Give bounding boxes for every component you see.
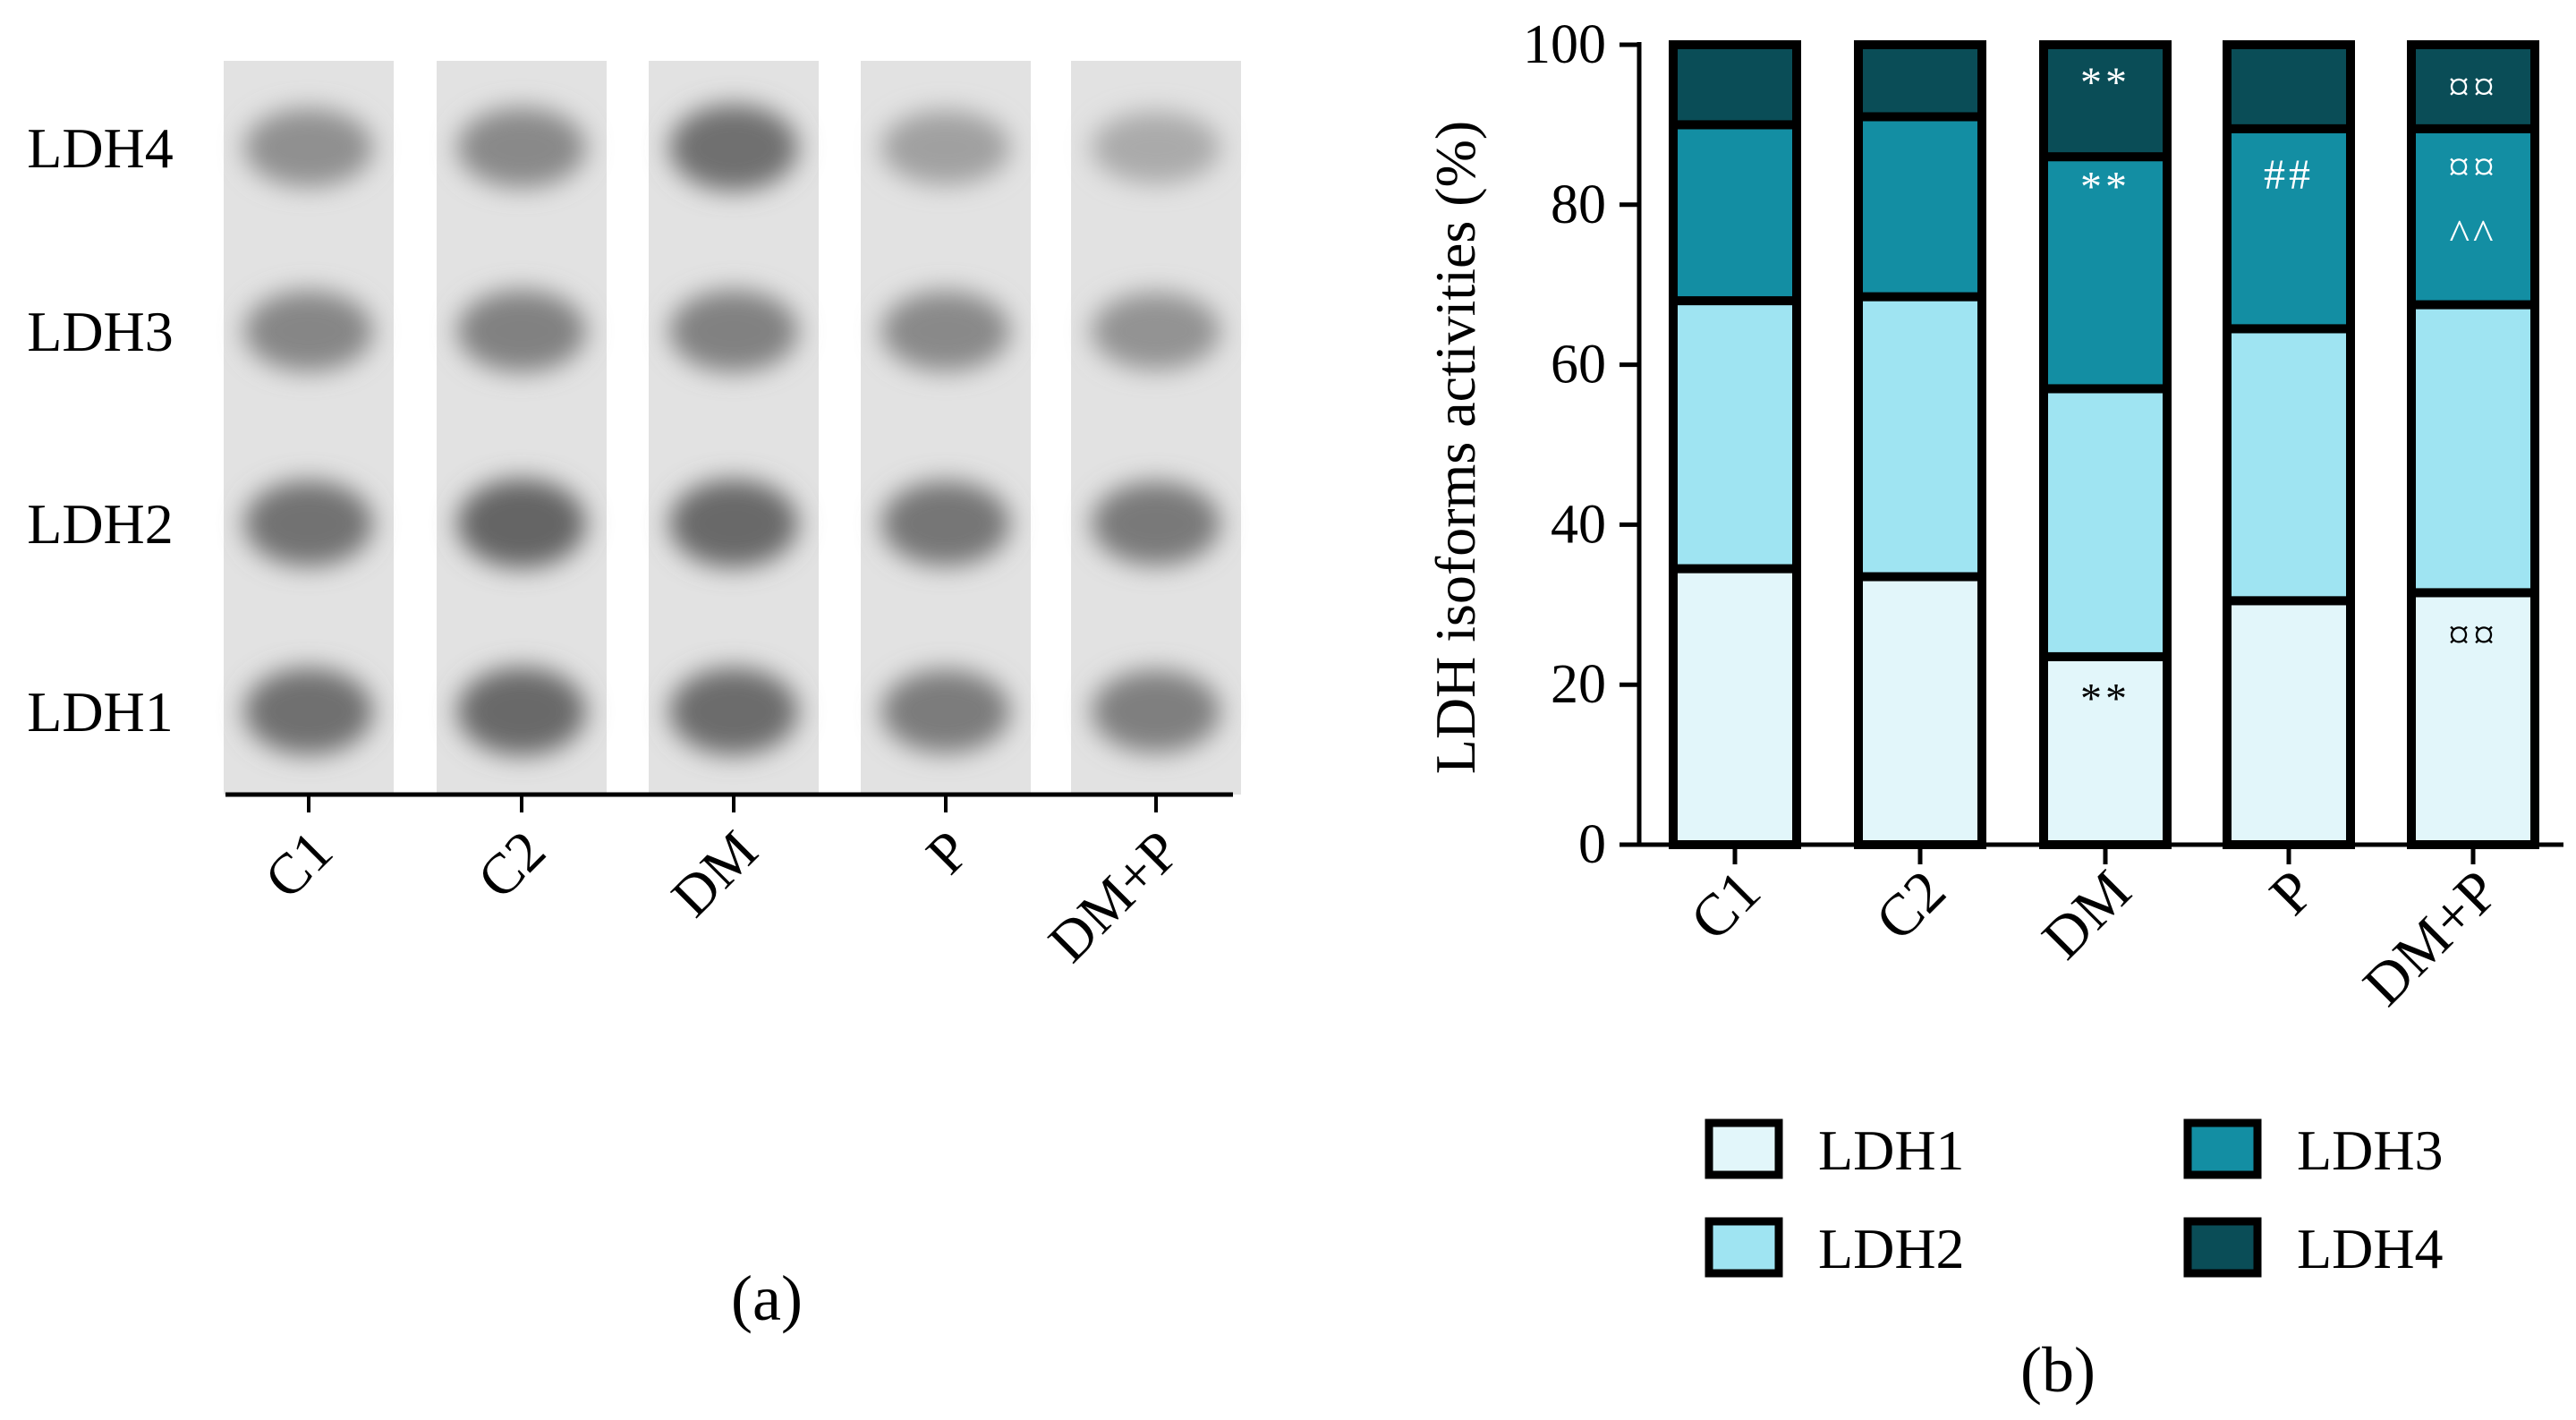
stacked-bar-chart: LDH isoforms activities (%) 0 20 40 60 80 100… xyxy=(1424,14,2563,1406)
bar-segment-ldh3 xyxy=(1669,120,1801,306)
gel-band xyxy=(1092,292,1220,370)
bar-segment-ldh2 xyxy=(2223,324,2355,606)
gel-band xyxy=(457,290,586,372)
y-tick-label: 100 xyxy=(1523,14,1606,75)
bar-stack xyxy=(1854,40,1986,849)
bar-stack xyxy=(1669,40,1801,849)
y-tick-label: 80 xyxy=(1551,174,1606,235)
y-tick-label: 20 xyxy=(1551,654,1606,715)
gel-band xyxy=(244,480,373,567)
band-label: LDH4 xyxy=(27,116,174,180)
legend: LDH1 LDH2 LDH3 LDH4 xyxy=(1705,1118,2444,1280)
gel-band xyxy=(669,104,798,191)
gel-band xyxy=(669,290,798,372)
band-labels: LDH4 LDH3 LDH2 LDH1 xyxy=(27,116,174,744)
legend-swatch xyxy=(2183,1118,2262,1179)
bar-segment-ldh2 xyxy=(2407,300,2539,598)
bar-segment-ldh4 xyxy=(2039,40,2172,162)
y-axis-label: LDH isoforms activities (%) xyxy=(1424,121,1487,775)
bars xyxy=(1669,40,2539,850)
bar-segment-ldh4 xyxy=(1669,40,1801,130)
significance-mark: ¤¤ xyxy=(2448,143,2498,191)
bar-segment-ldh3 xyxy=(1854,112,1986,302)
significance-mark: ^^ xyxy=(2449,211,2496,259)
gel-band xyxy=(457,479,586,568)
significance-mark: ¤¤ xyxy=(2448,64,2498,111)
gel-band xyxy=(881,669,1010,753)
bar-segment-ldh4 xyxy=(2223,40,2355,133)
panel-b-caption: (b) xyxy=(2020,1334,2096,1406)
legend-swatch xyxy=(1705,1118,1783,1179)
gel-band xyxy=(881,291,1010,371)
lane-label: DM+P xyxy=(1036,819,1192,974)
band-label: LDH2 xyxy=(27,492,174,556)
significance-mark: ** xyxy=(2080,163,2130,210)
lane-labels: C1 C2 DM P DM+P xyxy=(252,819,1192,974)
bar-segment-ldh2 xyxy=(1669,296,1801,574)
gel-band xyxy=(457,107,586,188)
bar-segment-ldh4 xyxy=(1854,40,1986,122)
x-axis-labels: C1 C2 DM P DM+P xyxy=(1679,858,2512,1018)
bar-stack xyxy=(2223,40,2355,850)
gel-band xyxy=(1092,669,1220,753)
y-axis-ticks: 0 20 40 60 80 100 xyxy=(1523,14,1639,875)
lane-label: P xyxy=(914,819,982,886)
significance-mark: ¤¤ xyxy=(2448,611,2498,659)
bar-segment-ldh1 xyxy=(1854,572,1986,849)
x-axis-ticks xyxy=(1732,845,2476,864)
legend-label: LDH3 xyxy=(2297,1118,2444,1182)
band-label: LDH3 xyxy=(27,300,174,363)
x-tick-label: C1 xyxy=(1679,858,1773,953)
x-tick-label: DM+P xyxy=(2351,858,2512,1018)
significance-mark: ** xyxy=(2080,59,2130,106)
bar-stack xyxy=(2039,40,2172,849)
band-label: LDH1 xyxy=(27,680,174,744)
legend-label: LDH2 xyxy=(1818,1217,1965,1280)
significance-annotations: ** ** ** ## ¤¤ ¤¤ ^^ ¤¤ xyxy=(2080,59,2498,723)
x-tick-label: C2 xyxy=(1864,858,1959,953)
lane-label: C2 xyxy=(465,819,557,911)
bar-segment-ldh4 xyxy=(2407,40,2539,133)
gel-bands xyxy=(244,104,1220,756)
gel-band xyxy=(881,110,1010,185)
gel-panel: LDH4 LDH3 LDH2 LDH1 C1 C2 DM P DM+P (a) xyxy=(27,61,1241,1334)
gel-band xyxy=(881,480,1010,566)
significance-mark: ** xyxy=(2080,676,2130,723)
bar-segment-ldh2 xyxy=(1854,292,1986,582)
y-tick-label: 60 xyxy=(1551,335,1606,395)
lane-label: C1 xyxy=(252,819,344,911)
significance-mark: ## xyxy=(2264,151,2314,199)
gel-band xyxy=(457,667,586,756)
gel-band xyxy=(244,108,373,187)
legend-swatch xyxy=(1705,1217,1783,1278)
bar-segment-ldh1 xyxy=(1669,564,1801,849)
gel-band xyxy=(244,290,373,372)
bar-segment-ldh1 xyxy=(2039,651,2172,849)
panel-a-caption: (a) xyxy=(731,1263,803,1334)
lane-ticks xyxy=(307,795,1158,812)
y-tick-label: 40 xyxy=(1551,494,1606,555)
legend-label: LDH4 xyxy=(2297,1217,2444,1280)
gel-band xyxy=(1092,481,1220,565)
x-tick-label: DM xyxy=(2030,858,2144,972)
lane-label: DM xyxy=(659,819,769,929)
legend-label: LDH1 xyxy=(1818,1118,1965,1182)
gel-band xyxy=(1092,111,1220,184)
bar-segment-ldh1 xyxy=(2223,596,2355,850)
gel-band xyxy=(669,479,798,568)
gel-band xyxy=(669,667,798,755)
y-tick-label: 0 xyxy=(1578,814,1606,875)
bar-segment-ldh2 xyxy=(2039,384,2172,661)
gel-band xyxy=(244,667,373,755)
legend-swatch xyxy=(2183,1217,2262,1278)
x-tick-label: P xyxy=(2257,858,2327,928)
